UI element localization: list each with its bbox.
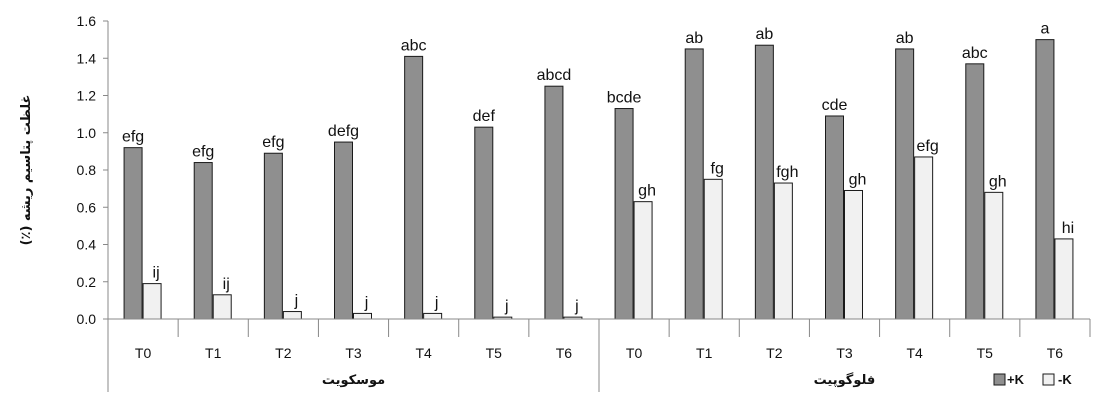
- bar-minus-k: [984, 191, 1004, 320]
- bar-plus-k: [614, 108, 634, 320]
- legend-swatch-minus-k: [1042, 373, 1055, 386]
- plus-k-letter: abc: [962, 45, 988, 62]
- minus-k-letter: fgh: [776, 164, 798, 181]
- group-label: فلوگوپیت: [814, 372, 876, 388]
- minus-k-letter: ij: [223, 276, 230, 293]
- bar-plus-k: [474, 126, 494, 320]
- bar-minus-k: [1054, 238, 1074, 320]
- bar-minus-k: [142, 283, 162, 320]
- legend: +K -K: [993, 372, 1072, 387]
- bar-plus-k: [825, 115, 844, 320]
- y-tick-label: 0.0: [77, 311, 97, 327]
- minus-k-letter: gh: [989, 173, 1007, 190]
- minus-k-letter: ij: [153, 265, 160, 282]
- plus-k-letter: efg: [122, 129, 144, 146]
- x-category-label: T6: [1047, 345, 1064, 361]
- y-tick-label: 1.2: [77, 88, 97, 104]
- legend-label-plus-k: +K: [1007, 372, 1025, 387]
- bar-minus-k: [212, 294, 232, 320]
- plus-k-letter: ab: [896, 30, 914, 47]
- bar-plus-k: [965, 63, 985, 320]
- x-category-label: T5: [486, 345, 503, 361]
- group-label: موسکویت: [322, 373, 385, 388]
- bar-minus-k: [633, 201, 653, 320]
- bar-plus-k: [684, 48, 704, 320]
- plus-k-letter: ab: [685, 30, 703, 47]
- minus-k-letter: j: [574, 298, 579, 315]
- plus-k-letter: def: [473, 108, 496, 125]
- minus-k-letter: gh: [638, 183, 656, 200]
- plus-k-letter: bcde: [607, 90, 642, 107]
- minus-k-letter: j: [294, 293, 299, 310]
- minus-k-letter: j: [364, 294, 369, 311]
- plus-k-letter: efg: [262, 134, 284, 151]
- legend-label-minus-k: -K: [1058, 372, 1072, 387]
- bar-plus-k: [1035, 39, 1055, 320]
- plus-k-letter: ab: [755, 26, 773, 43]
- plus-k-letter: abcd: [537, 67, 572, 84]
- x-category-label: T4: [415, 345, 432, 361]
- significance-letters: efg ij efg ij efg j defg j abc j def j abcd j bcde gh ab…: [122, 21, 1074, 316]
- x-category-label: T3: [345, 345, 362, 361]
- bar-plus-k: [754, 44, 774, 320]
- x-category-label: T4: [906, 345, 923, 361]
- minus-k-letter: fg: [711, 160, 724, 177]
- y-tick-label: 1.6: [77, 13, 97, 29]
- bar-minus-k: [353, 312, 372, 320]
- x-category-label: T1: [696, 345, 713, 361]
- x-category-label: T5: [977, 345, 994, 361]
- y-tick-label: 0.6: [77, 199, 97, 215]
- minus-k-letter: efg: [917, 138, 939, 155]
- bar-minus-k: [844, 189, 863, 320]
- x-category-label: T6: [556, 345, 573, 361]
- x-category-label: T3: [836, 345, 853, 361]
- legend-swatch-plus-k: [993, 373, 1006, 386]
- bar-minus-k: [423, 312, 443, 320]
- plus-k-letter: efg: [192, 144, 214, 161]
- bar-minus-k: [914, 156, 934, 320]
- bar-plus-k: [404, 55, 424, 320]
- x-category-label: T0: [626, 345, 643, 361]
- x-category-label: T2: [766, 345, 783, 361]
- minus-k-letter: j: [504, 298, 509, 315]
- y-axis-ticks: 0.0 0.2 0.4 0.6 0.8 1.0 1.2 1.4 1.6: [77, 13, 108, 327]
- y-axis-title: غلظت پتاسیم ریشه (٪): [19, 95, 34, 246]
- minus-k-letter: gh: [849, 171, 867, 188]
- plus-k-letter: abc: [401, 37, 427, 54]
- plus-k-letter: a: [1040, 21, 1049, 38]
- plus-k-letter: defg: [328, 123, 359, 140]
- x-category-label: T1: [205, 345, 222, 361]
- y-tick-label: 0.8: [77, 162, 97, 178]
- x-category-label: T0: [135, 345, 152, 361]
- y-tick-label: 1.0: [77, 125, 97, 141]
- bar-plus-k: [263, 152, 283, 320]
- x-axis-groups: موسکویت فلوگوپیت: [322, 372, 875, 388]
- x-axis-categories: T0 T1 T2 T3 T4 T5 T6 T0 T1 T2 T3 T4 T5 T6: [135, 345, 1063, 361]
- bar-minus-k: [282, 311, 302, 320]
- minus-k-letter: hi: [1062, 220, 1074, 237]
- bar-plus-k: [193, 162, 213, 320]
- bar-plus-k: [895, 48, 915, 320]
- y-tick-label: 0.2: [77, 274, 97, 290]
- bar-minus-k: [703, 178, 723, 320]
- axes-lines: [107, 21, 1091, 392]
- bar-plus-k: [334, 141, 353, 320]
- y-tick-label: 1.4: [77, 50, 97, 66]
- bars-layer: [123, 39, 1074, 320]
- y-axis-label: غلظت پتاسیم ریشه (٪): [19, 95, 34, 246]
- y-tick-label: 0.4: [77, 237, 97, 253]
- bar-plus-k: [123, 147, 143, 320]
- bar-plus-k: [544, 85, 564, 320]
- plus-k-letter: cde: [822, 97, 848, 114]
- bar-minus-k: [773, 182, 793, 320]
- x-category-label: T2: [275, 345, 292, 361]
- minus-k-letter: j: [434, 294, 439, 311]
